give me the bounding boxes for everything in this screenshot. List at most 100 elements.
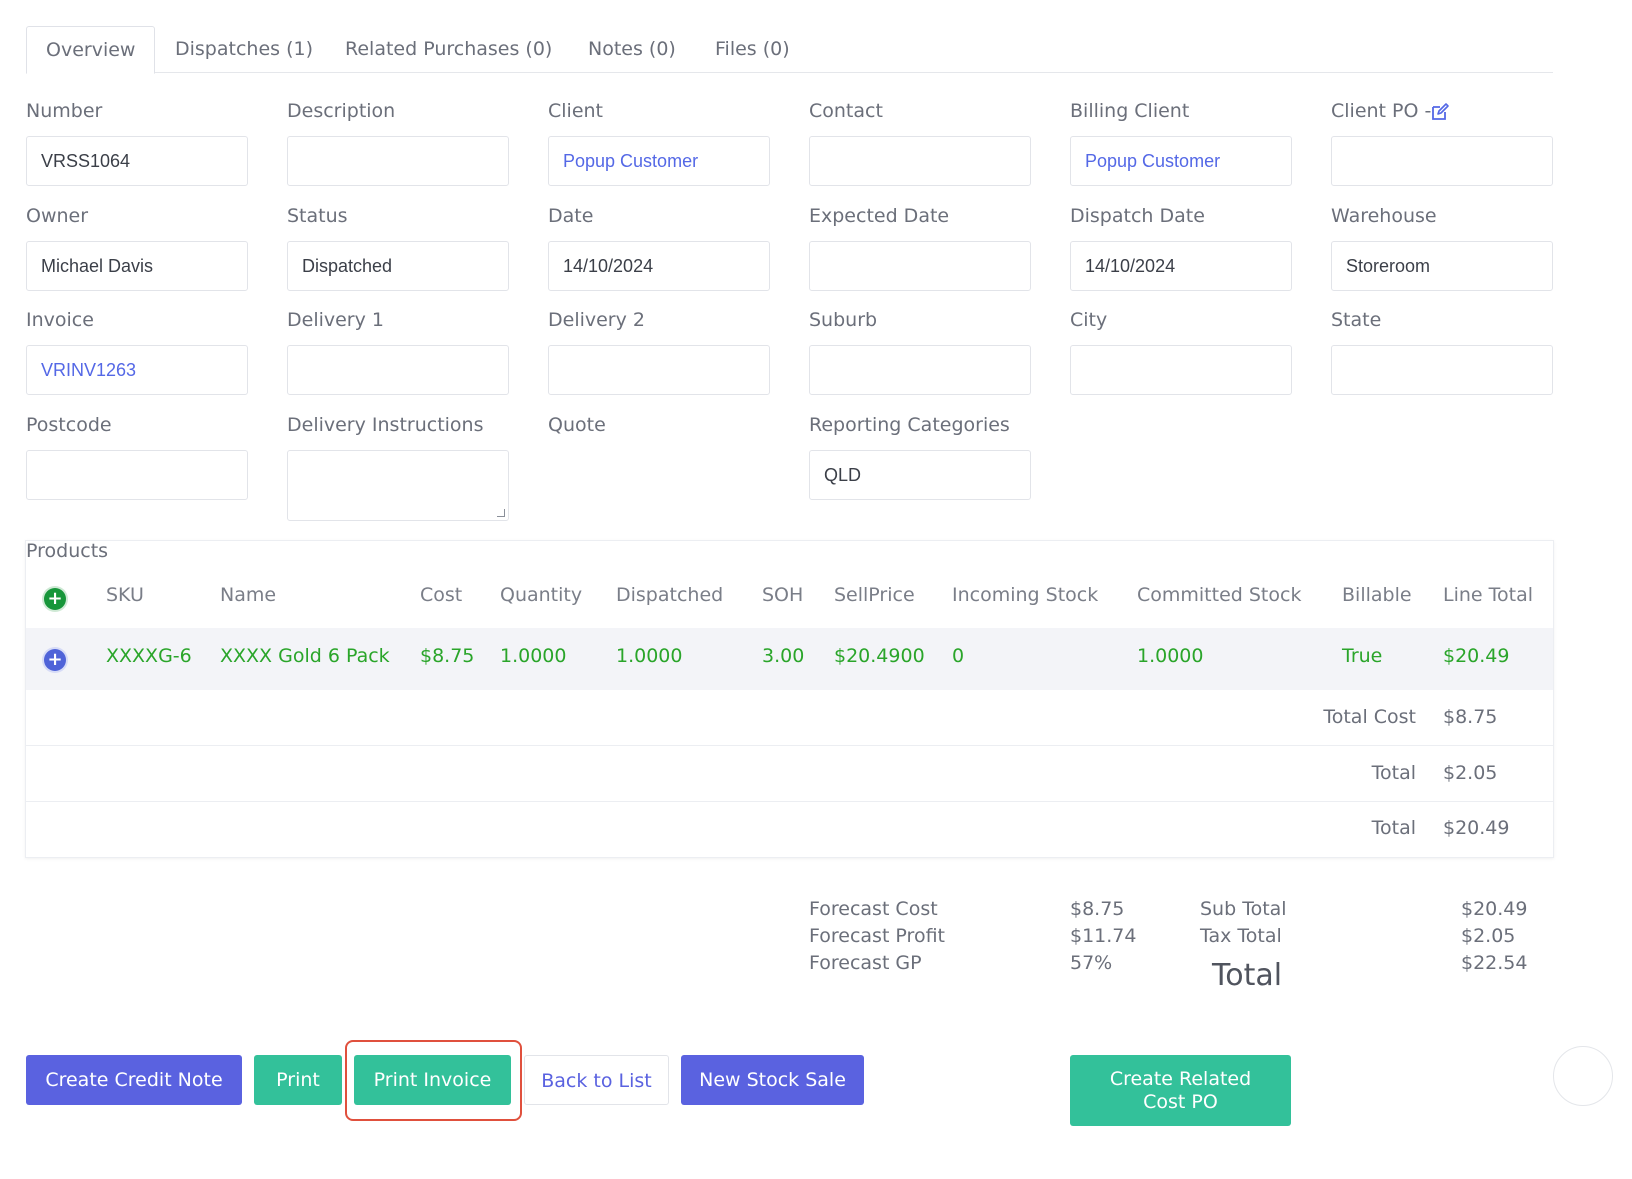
tabs-divider <box>26 72 1553 73</box>
edit-icon[interactable] <box>1430 102 1450 122</box>
reporting-categories-field[interactable]: QLD <box>809 450 1031 500</box>
invoice-field[interactable]: VRINV1263 <box>26 345 248 395</box>
client-label: Client <box>548 100 604 122</box>
description-label: Description <box>287 100 396 122</box>
client-field[interactable]: Popup Customer <box>548 136 770 186</box>
summary-total-cost-label: Total Cost <box>1323 706 1416 728</box>
number-label: Number <box>26 100 103 122</box>
owner-label: Owner <box>26 205 89 227</box>
expected-date-label: Expected Date <box>809 205 950 227</box>
column-header-sku: SKU <box>106 584 144 606</box>
grand-total-value: $22.54 <box>1461 952 1528 974</box>
column-header-soh: SOH <box>762 584 804 606</box>
column-header-dispatched: Dispatched <box>616 584 724 606</box>
summary-tax-value: $2.05 <box>1443 762 1498 784</box>
add-product-icon[interactable]: + <box>44 588 66 610</box>
cell-billable: True <box>1342 645 1383 667</box>
city-field[interactable] <box>1070 345 1292 395</box>
suburb-label: Suburb <box>809 309 878 331</box>
delivery2-label: Delivery 2 <box>548 309 645 331</box>
sub-total-label: Sub Total <box>1200 898 1287 920</box>
warehouse-label: Warehouse <box>1331 205 1437 227</box>
contact-label: Contact <box>809 100 883 122</box>
status-label: Status <box>287 205 348 227</box>
state-field[interactable] <box>1331 345 1553 395</box>
column-header-name: Name <box>220 584 277 606</box>
forecast-cost-value: $8.75 <box>1070 898 1125 920</box>
summary-total-label: Total <box>1371 817 1416 839</box>
cell-sellprice: $20.4900 <box>834 645 925 667</box>
client-po-field[interactable] <box>1331 136 1553 186</box>
summary-divider <box>26 745 1553 746</box>
tab-files[interactable]: Files (0) <box>715 38 790 60</box>
cell-cost: $8.75 <box>420 645 475 667</box>
cell-name[interactable]: XXXX Gold 6 Pack <box>220 645 390 667</box>
create-related-cost-po-button[interactable]: Create Related Cost PO <box>1070 1055 1291 1126</box>
invoice-label: Invoice <box>26 309 94 331</box>
grand-total-label: Total <box>1212 958 1283 993</box>
column-header-billable: Billable <box>1342 584 1412 606</box>
number-field[interactable]: VRSS1064 <box>26 136 248 186</box>
billing-client-label: Billing Client <box>1070 100 1190 122</box>
cell-incoming-stock: 0 <box>952 645 965 667</box>
postcode-label: Postcode <box>26 414 112 436</box>
products-title: Products <box>26 540 109 562</box>
new-stock-sale-button[interactable]: New Stock Sale <box>681 1055 864 1105</box>
client-po-label: Client PO - <box>1331 100 1432 122</box>
tax-total-value: $2.05 <box>1461 925 1516 947</box>
tab-notes[interactable]: Notes (0) <box>588 38 676 60</box>
forecast-gp-value: 57% <box>1070 952 1113 974</box>
cell-line-total: $20.49 <box>1443 645 1510 667</box>
postcode-field[interactable] <box>26 450 248 500</box>
warehouse-field[interactable]: Storeroom <box>1331 241 1553 291</box>
forecast-cost-label: Forecast Cost <box>809 898 938 920</box>
state-label: State <box>1331 309 1382 331</box>
print-button[interactable]: Print <box>254 1055 342 1105</box>
back-to-list-button[interactable]: Back to List <box>524 1055 669 1105</box>
sub-total-value: $20.49 <box>1461 898 1528 920</box>
cell-sku[interactable]: XXXXG-6 <box>106 645 192 667</box>
forecast-gp-label: Forecast GP <box>809 952 922 974</box>
dispatch-date-label: Dispatch Date <box>1070 205 1205 227</box>
floating-action-button[interactable] <box>1553 1046 1613 1106</box>
create-credit-note-button[interactable]: Create Credit Note <box>26 1055 242 1105</box>
print-invoice-button[interactable]: Print Invoice <box>354 1055 511 1105</box>
tab-dispatches[interactable]: Dispatches (1) <box>175 38 313 60</box>
billing-client-field[interactable]: Popup Customer <box>1070 136 1292 186</box>
tab-overview[interactable]: Overview <box>26 26 156 74</box>
quote-label: Quote <box>548 414 606 436</box>
resize-handle-icon[interactable] <box>497 509 505 517</box>
description-field[interactable] <box>287 136 509 186</box>
column-header-line-total: Line Total <box>1443 584 1534 606</box>
suburb-field[interactable] <box>809 345 1031 395</box>
status-field[interactable]: Dispatched <box>287 241 509 291</box>
products-panel <box>25 540 1554 858</box>
tab-related-purchases[interactable]: Related Purchases (0) <box>345 38 553 60</box>
table-row[interactable] <box>26 628 1553 690</box>
delivery-instructions-textarea[interactable] <box>287 450 509 521</box>
expected-date-field[interactable] <box>809 241 1031 291</box>
delivery1-field[interactable] <box>287 345 509 395</box>
cell-dispatched: 1.0000 <box>616 645 683 667</box>
date-field[interactable]: 14/10/2024 <box>548 241 770 291</box>
summary-divider <box>26 801 1553 802</box>
create-related-cost-po-label-line2: Cost PO <box>1143 1091 1218 1113</box>
date-label: Date <box>548 205 594 227</box>
column-header-incoming-stock: Incoming Stock <box>952 584 1099 606</box>
summary-total-cost-value: $8.75 <box>1443 706 1498 728</box>
tax-total-label: Tax Total <box>1200 925 1282 947</box>
column-header-committed-stock: Committed Stock <box>1137 584 1302 606</box>
create-related-cost-po-label-line1: Create Related <box>1109 1068 1252 1090</box>
contact-field[interactable] <box>809 136 1031 186</box>
column-header-cost: Cost <box>420 584 463 606</box>
owner-field[interactable]: Michael Davis <box>26 241 248 291</box>
expand-row-icon[interactable]: + <box>44 649 66 671</box>
print-invoice-highlight <box>345 1040 522 1121</box>
delivery2-field[interactable] <box>548 345 770 395</box>
city-label: City <box>1070 309 1108 331</box>
summary-tax-label: Total <box>1371 762 1416 784</box>
forecast-profit-label: Forecast Profit <box>809 925 945 947</box>
summary-total-value: $20.49 <box>1443 817 1510 839</box>
dispatch-date-field[interactable]: 14/10/2024 <box>1070 241 1292 291</box>
column-header-quantity: Quantity <box>500 584 583 606</box>
